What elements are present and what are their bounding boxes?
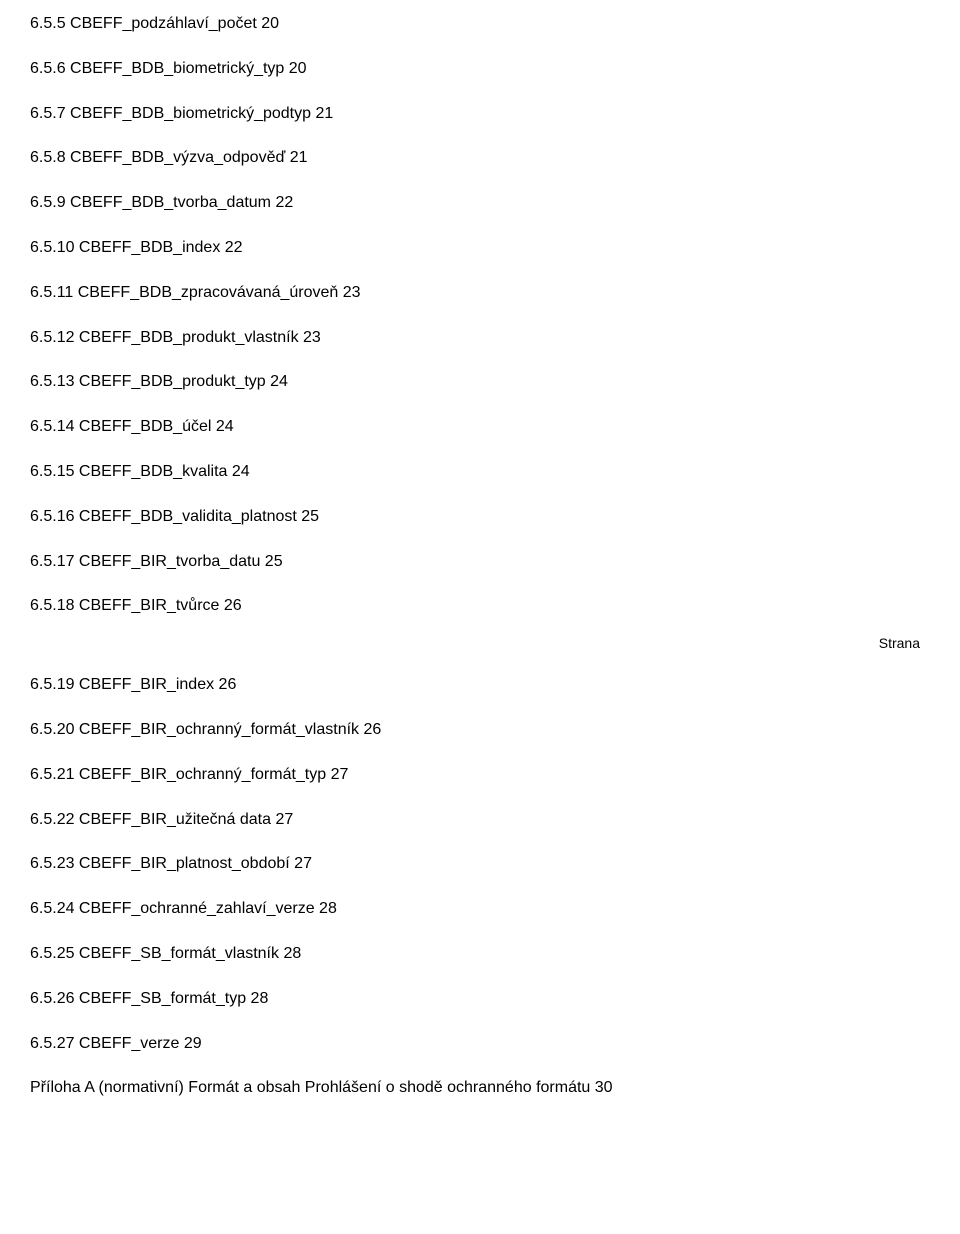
document-page: 6.5.5 CBEFF_podzáhlaví_počet 20 6.5.6 CB… xyxy=(0,0,960,1129)
toc-entry: 6.5.22 CBEFF_BIR_užitečná data 27 xyxy=(30,810,930,831)
toc-entry: 6.5.27 CBEFF_verze 29 xyxy=(30,1034,930,1055)
toc-entry: 6.5.10 CBEFF_BDB_index 22 xyxy=(30,238,930,259)
toc-entry: 6.5.9 CBEFF_BDB_tvorba_datum 22 xyxy=(30,193,930,214)
toc-entry: 6.5.17 CBEFF_BIR_tvorba_datu 25 xyxy=(30,552,930,573)
toc-entry: 6.5.13 CBEFF_BDB_produkt_typ 24 xyxy=(30,372,930,393)
toc-entry: 6.5.26 CBEFF_SB_formát_typ 28 xyxy=(30,989,930,1010)
toc-entry: 6.5.6 CBEFF_BDB_biometrický_typ 20 xyxy=(30,59,930,80)
toc-entry: 6.5.24 CBEFF_ochranné_zahlaví_verze 28 xyxy=(30,899,930,920)
toc-entry: 6.5.25 CBEFF_SB_formát_vlastník 28 xyxy=(30,944,930,965)
toc-entry: 6.5.12 CBEFF_BDB_produkt_vlastník 23 xyxy=(30,328,930,349)
toc-entry: 6.5.14 CBEFF_BDB_účel 24 xyxy=(30,417,930,438)
toc-entry: 6.5.15 CBEFF_BDB_kvalita 24 xyxy=(30,462,930,483)
toc-entry: 6.5.23 CBEFF_BIR_platnost_období 27 xyxy=(30,854,930,875)
toc-entry: 6.5.5 CBEFF_podzáhlaví_počet 20 xyxy=(30,14,930,35)
toc-entry: 6.5.19 CBEFF_BIR_index 26 xyxy=(30,675,930,696)
appendix-entry: Příloha A (normativní) Formát a obsah Pr… xyxy=(30,1078,930,1099)
toc-entry: 6.5.20 CBEFF_BIR_ochranný_formát_vlastní… xyxy=(30,720,930,741)
toc-entry: 6.5.11 CBEFF_BDB_zpracovávaná_úroveň 23 xyxy=(30,283,930,304)
toc-entry: 6.5.8 CBEFF_BDB_výzva_odpověď 21 xyxy=(30,148,930,169)
toc-entry: 6.5.16 CBEFF_BDB_validita_platnost 25 xyxy=(30,507,930,528)
toc-entry: 6.5.21 CBEFF_BIR_ochranný_formát_typ 27 xyxy=(30,765,930,786)
toc-entry: 6.5.7 CBEFF_BDB_biometrický_podtyp 21 xyxy=(30,104,930,125)
toc-entry: 6.5.18 CBEFF_BIR_tvůrce 26 xyxy=(30,596,930,617)
page-column-label: Strana xyxy=(30,635,930,651)
